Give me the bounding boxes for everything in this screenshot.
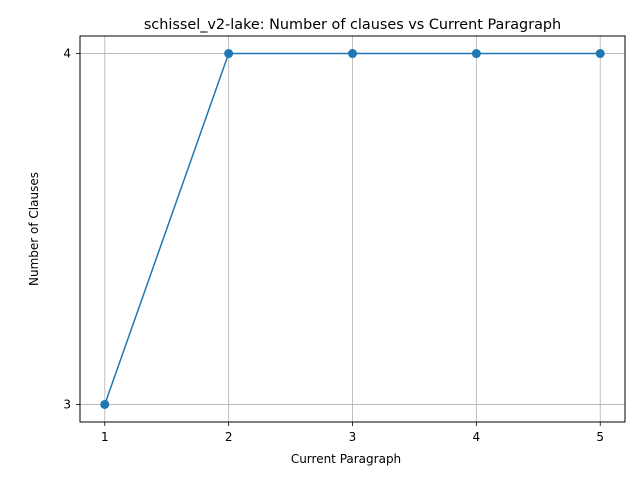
x-tick-label: 1 <box>101 430 109 444</box>
x-axis-ticks: 1 2 3 4 5 <box>101 422 604 444</box>
chart-title: schissel_v2-lake: Number of clauses vs C… <box>144 17 561 33</box>
data-point <box>348 49 357 59</box>
x-tick-label: 4 <box>473 430 481 444</box>
data-series <box>100 49 605 409</box>
data-point <box>100 399 110 409</box>
data-point <box>595 49 605 59</box>
data-point <box>471 49 481 59</box>
x-axis-label: Current Paragraph <box>291 452 401 466</box>
y-tick-label: 4 <box>63 47 71 61</box>
data-point <box>224 49 234 59</box>
y-tick-label: 3 <box>63 397 71 411</box>
y-axis-ticks: 34 <box>63 47 80 411</box>
y-axis-label: Number of Clauses <box>27 172 41 286</box>
x-tick-label: 2 <box>225 430 233 444</box>
x-tick-label: 3 <box>349 430 357 444</box>
x-tick-label: 5 <box>596 430 604 444</box>
